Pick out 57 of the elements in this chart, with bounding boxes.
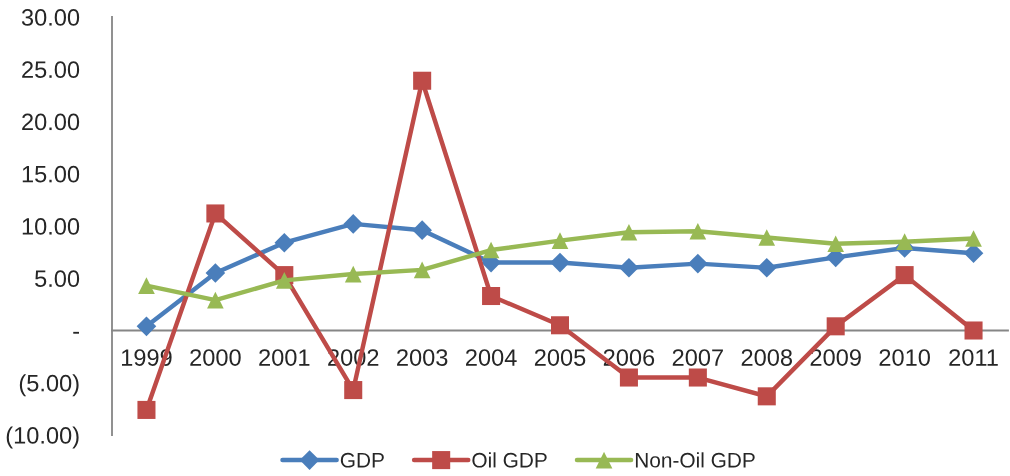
point [965, 230, 982, 247]
point [756, 257, 777, 278]
point [275, 272, 293, 289]
point [550, 316, 570, 335]
y-tick-label: 30.00 [21, 9, 80, 26]
y-tick-label: 20.00 [22, 113, 80, 131]
point [758, 229, 776, 246]
x-tick-label: 2007 [672, 349, 723, 366]
x-tick-label: 2011 [949, 349, 998, 366]
point [620, 223, 638, 241]
legend-label: Non-Oil GDP [635, 452, 755, 468]
point [482, 241, 500, 259]
x-tick-label: 2004 [466, 349, 517, 366]
point [895, 266, 914, 285]
point [205, 263, 226, 283]
point [343, 214, 364, 234]
y-tick-label: 10.00 [22, 218, 80, 235]
point [274, 232, 295, 253]
x-tick-label: 2008 [741, 349, 793, 366]
y-tick-label: (10.00) [6, 426, 79, 449]
y-tick-label: 25.00 [22, 61, 80, 79]
point [136, 316, 157, 337]
legend-label: Oil GDP [472, 452, 547, 468]
x-tick-label: 2000 [190, 349, 241, 366]
point [413, 71, 432, 90]
point [619, 368, 638, 387]
x-tick-label: 2010 [879, 349, 930, 366]
y-tick-label: - [73, 331, 80, 334]
point [550, 252, 570, 273]
point [207, 291, 224, 309]
point [137, 400, 156, 419]
y-tick-label: 5.00 [35, 270, 80, 288]
point [689, 222, 707, 240]
point [551, 232, 569, 249]
point [206, 204, 225, 223]
point [688, 253, 708, 274]
y-tick-label: 15.00 [22, 165, 80, 183]
point [964, 321, 983, 340]
legend-label: GDP [340, 452, 384, 468]
point [896, 233, 913, 251]
point [757, 387, 776, 406]
point [619, 257, 639, 278]
point [482, 286, 501, 306]
x-tick-label: 2001 [259, 349, 310, 366]
point [344, 265, 362, 283]
point [344, 381, 363, 400]
x-tick-label: 2009 [810, 349, 861, 366]
point [688, 368, 707, 387]
point [138, 277, 155, 294]
x-tick-label: 2005 [534, 349, 586, 366]
point [413, 261, 431, 279]
x-tick-label: 2006 [603, 349, 655, 366]
point [826, 317, 845, 336]
y-tick-label: (5.00) [19, 374, 79, 397]
x-tick-label: 2003 [397, 349, 448, 366]
point [412, 220, 432, 240]
point [827, 235, 845, 253]
